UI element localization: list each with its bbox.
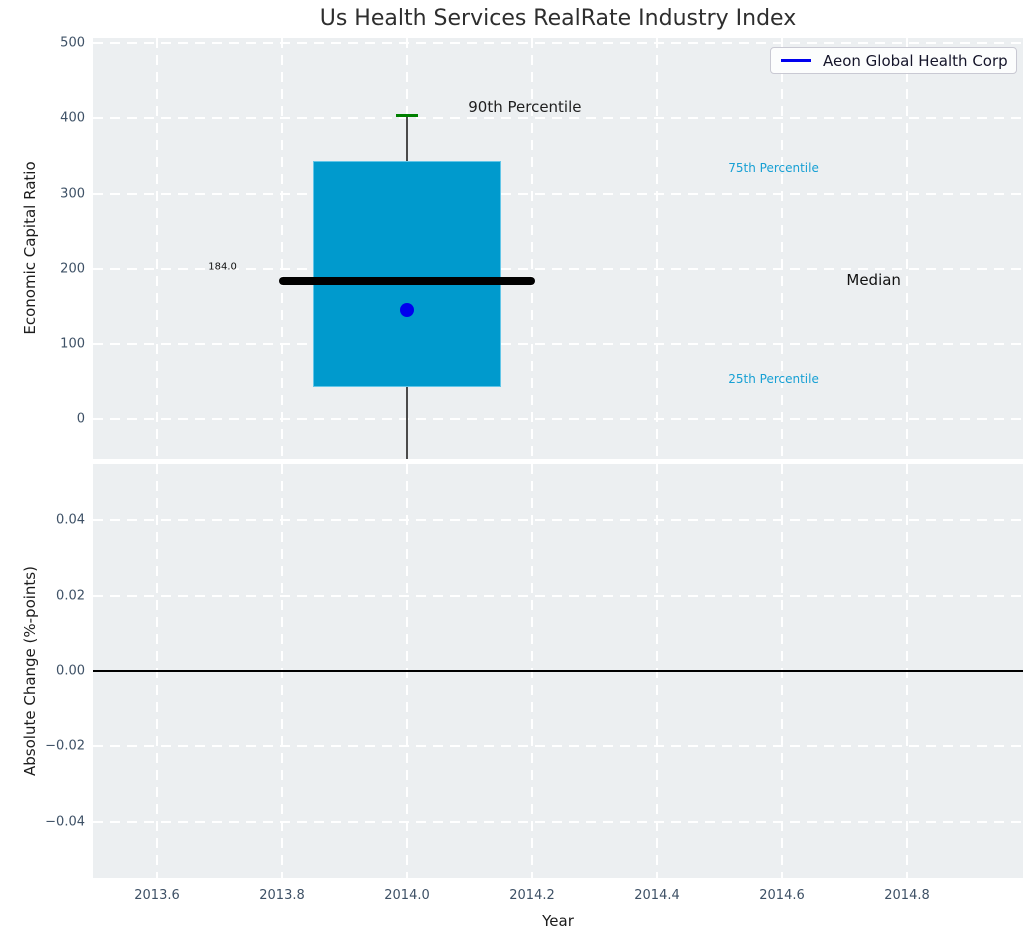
annotation-90th-percentile: 90th Percentile <box>468 98 582 117</box>
y-tick-label: 0.02 <box>56 588 85 604</box>
y-tick-label: 200 <box>60 261 85 277</box>
h-gridline <box>93 594 1023 597</box>
h-gridline <box>93 192 1023 195</box>
x-tick-label: 2014.0 <box>384 888 430 903</box>
company-marker-dot <box>400 303 414 318</box>
y-tick-label: −0.04 <box>45 814 85 830</box>
h-gridline <box>93 820 1023 823</box>
h-gridline <box>93 117 1023 120</box>
legend-line-sample <box>781 59 811 62</box>
x-tick-label: 2014.6 <box>759 888 805 903</box>
annotation-median: Median <box>846 271 901 290</box>
h-gridline <box>93 418 1023 421</box>
h-gridline <box>93 267 1023 270</box>
annotation-75th-percentile: 75th Percentile <box>728 161 819 176</box>
annotation-25th-percentile: 25th Percentile <box>728 372 819 387</box>
y-tick-label: 400 <box>60 110 85 126</box>
x-axis-label: Year <box>542 912 574 930</box>
x-tick-label: 2014.2 <box>509 888 555 903</box>
y-tick-label: 0 <box>76 411 85 427</box>
median-line <box>278 276 536 285</box>
x-tick-label: 2013.6 <box>134 888 180 903</box>
y-tick-label: 0.04 <box>56 512 85 528</box>
legend-label: Aeon Global Health Corp <box>823 51 1008 70</box>
h-gridline <box>93 745 1023 748</box>
iqr-box <box>313 161 501 387</box>
top-axes <box>93 38 1023 459</box>
bottom-axes <box>93 464 1023 878</box>
v-gridline <box>656 38 658 459</box>
annotation-184-0: 184.0 <box>208 261 237 273</box>
v-gridline <box>781 38 783 459</box>
h-gridline <box>93 42 1023 45</box>
y-tick-label: 300 <box>60 186 85 202</box>
v-gridline <box>531 38 533 459</box>
y-tick-label: −0.02 <box>45 738 85 754</box>
x-tick-label: 2014.4 <box>634 888 680 903</box>
x-tick-label: 2014.8 <box>884 888 930 903</box>
zero-line <box>93 670 1023 672</box>
legend: Aeon Global Health Corp <box>770 47 1017 74</box>
v-gridline <box>906 38 908 459</box>
h-gridline <box>93 519 1023 522</box>
v-gridline <box>281 38 283 459</box>
h-gridline <box>93 342 1023 345</box>
y-tick-label: 500 <box>60 35 85 51</box>
v-gridline <box>156 38 158 459</box>
percentile-90-cap <box>396 113 418 117</box>
x-tick-label: 2013.8 <box>259 888 305 903</box>
y-tick-label: 100 <box>60 336 85 352</box>
chart-title: Us Health Services RealRate Industry Ind… <box>319 6 797 31</box>
y-tick-label: 0.00 <box>56 663 85 679</box>
